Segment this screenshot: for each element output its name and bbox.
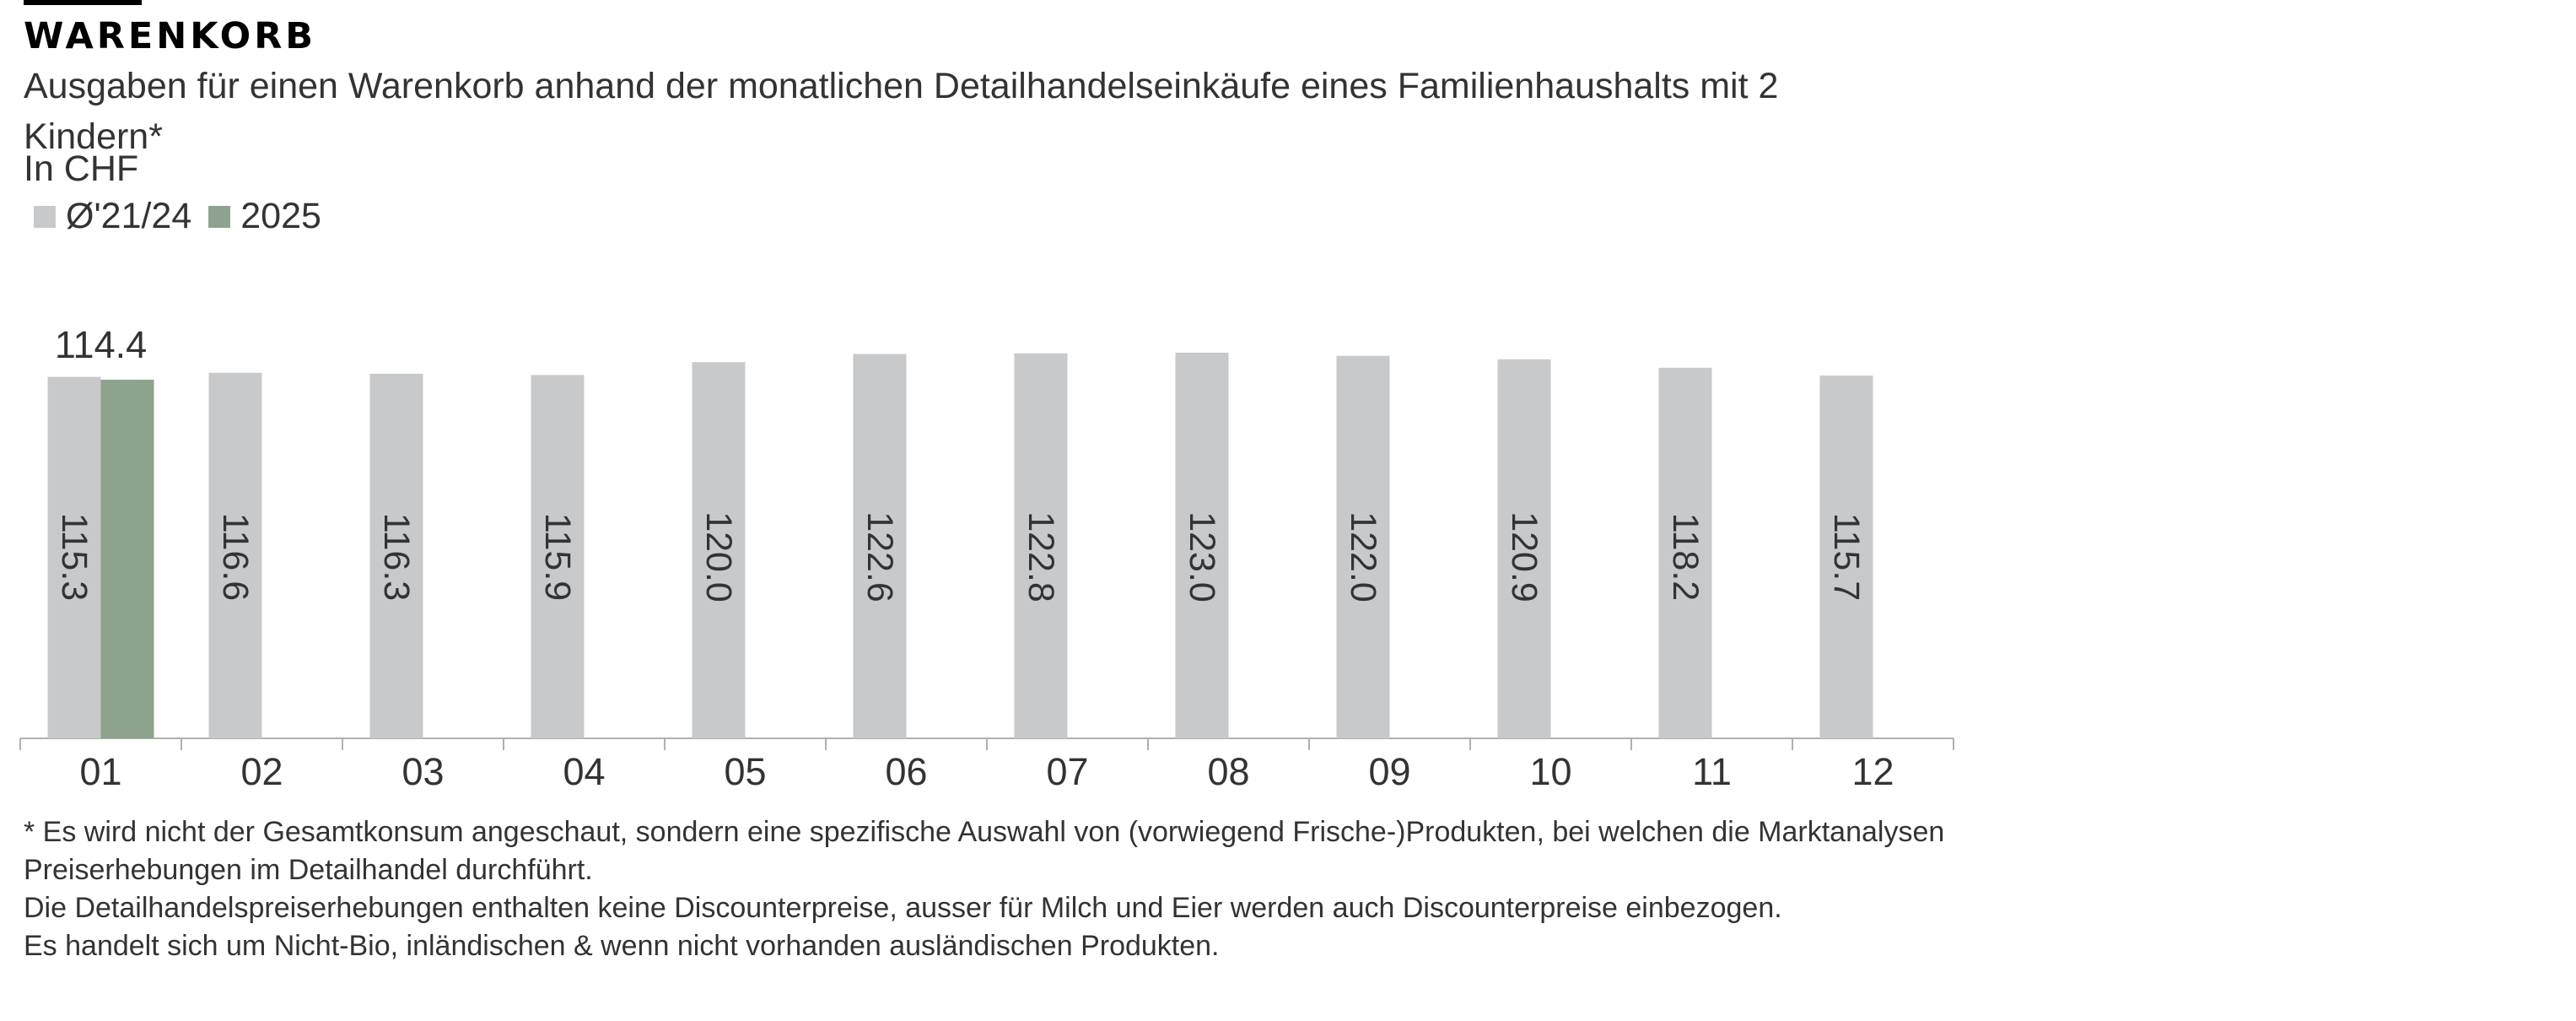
x-tick-label: 01 <box>79 750 121 793</box>
chart-unit: In CHF <box>24 149 139 189</box>
bar-value-label-avg: 116.6 <box>215 513 256 601</box>
legend-item-avg: Ø'21/24 <box>34 196 191 237</box>
bar-avg <box>853 354 907 738</box>
bar-value-label-avg: 118.2 <box>1665 513 1706 601</box>
legend-label-avg: Ø'21/24 <box>66 196 192 236</box>
x-tick-label: 09 <box>1368 750 1410 793</box>
bar-avg <box>1336 355 1390 738</box>
chart-kicker: WARENKORB <box>24 15 317 57</box>
legend-swatch-avg <box>34 205 56 228</box>
bar-value-label-avg: 120.9 <box>1504 511 1544 602</box>
legend-item-2025: 2025 <box>208 196 321 237</box>
bar-avg <box>1175 353 1229 738</box>
bar-2025 <box>100 379 154 738</box>
bar-value-label-avg: 115.7 <box>1826 513 1867 601</box>
bar-value-label-avg: 122.0 <box>1343 511 1383 602</box>
x-tick-label: 03 <box>401 750 444 793</box>
x-tick-label: 05 <box>724 750 766 793</box>
footnote-line: * Es wird nicht der Gesamtkonsum angesch… <box>24 816 1945 886</box>
x-tick-label: 12 <box>1851 750 1894 793</box>
bar-value-label-2025: 114.4 <box>55 323 147 366</box>
x-tick-label: 02 <box>240 750 283 793</box>
legend-label-2025: 2025 <box>240 196 321 236</box>
header-accent-bar <box>24 0 142 5</box>
bar-avg <box>47 376 101 738</box>
bar-avg <box>1014 353 1068 738</box>
bar-avg <box>369 373 423 738</box>
bar-avg <box>1658 367 1712 738</box>
bar-avg <box>531 375 585 738</box>
x-tick-label: 06 <box>885 750 927 793</box>
bar-avg <box>1497 359 1551 738</box>
bar-value-label-avg: 122.6 <box>860 511 900 602</box>
x-tick-label: 04 <box>563 750 605 793</box>
bar-value-label-avg: 115.3 <box>54 513 94 601</box>
bar-value-label-avg: 116.3 <box>376 513 417 601</box>
footnote-line: Die Detailhandelspreiserhebungen enthalt… <box>24 892 1782 924</box>
x-tick-label: 07 <box>1046 750 1088 793</box>
bar-value-label-avg: 123.0 <box>1182 511 1222 602</box>
bar-value-label-avg: 115.9 <box>537 513 578 601</box>
footnote-block: * Es wird nicht der Gesamtkonsum angesch… <box>24 813 2065 965</box>
x-tick-label: 11 <box>1692 750 1732 793</box>
legend-swatch-2025 <box>208 205 231 228</box>
chart-legend: Ø'21/24 2025 <box>34 196 338 237</box>
x-tick-label: 10 <box>1529 750 1571 793</box>
bar-avg <box>692 362 746 738</box>
footnote-line: Es handelt sich um Nicht-Bio, inländisch… <box>24 930 1220 962</box>
bar-avg <box>208 372 262 738</box>
bar-chart: 115.3 114.4 01 116.6 02 116.3 03 115.9 04 120.0 05… <box>19 323 1954 793</box>
x-tick-label: 08 <box>1207 750 1249 793</box>
bar-avg <box>1819 375 1873 738</box>
bar-value-label-avg: 122.8 <box>1021 511 1061 602</box>
bar-value-label-avg: 120.0 <box>698 511 739 602</box>
chart-title: Ausgaben für einen Warenkorb anhand der … <box>24 66 1779 157</box>
